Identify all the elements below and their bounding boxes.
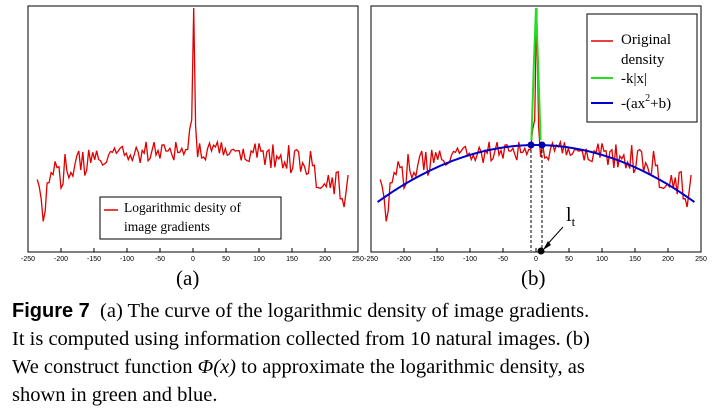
x-tick-label: -100: [463, 256, 477, 263]
caption-figure-label: Figure 7: [12, 300, 90, 322]
legend-label-original-1: Original: [621, 32, 671, 48]
panel-a-density-curve: [36, 7, 349, 222]
x-tick-label: 200: [662, 256, 674, 263]
x-tick-label: 100: [253, 256, 265, 263]
x-tick-label: 0: [534, 256, 538, 263]
x-tick-label: 50: [222, 256, 230, 263]
x-tick-label: 150: [629, 256, 641, 263]
panel-b-quadratic-curve: [377, 144, 695, 203]
x-tick-label: 200: [319, 256, 331, 263]
x-tick-label: -50: [155, 256, 165, 263]
legend-label-linear: -k|x|: [621, 71, 647, 87]
panel-a-legend-box: [99, 196, 282, 240]
caption-line-2: It is computed using information collect…: [12, 328, 590, 350]
x-tick-label: 0: [191, 256, 195, 263]
x-tick-label: -50: [498, 256, 508, 263]
x-tick-label: -250: [364, 256, 378, 263]
panel-a-label: (a): [176, 266, 200, 290]
x-tick-label: -150: [87, 256, 101, 263]
panel-b-linear-curve: [530, 7, 542, 141]
phi-function: Φ(x): [197, 356, 237, 378]
panel-b-lt-point: [537, 247, 545, 255]
panel-a-x-ticks: -250 -200 -150 -100 -50 0 50 100 150 200 250: [21, 248, 364, 263]
x-tick-label: 100: [596, 256, 608, 263]
panel-a-legend-line1: Logarithmic desity of: [124, 200, 241, 215]
panel-a-legend: Logarithmic desity of image gradients: [99, 196, 282, 240]
x-tick-label: -150: [430, 256, 444, 263]
panel-b-legend: Original density -k|x| -(ax2+b): [586, 13, 698, 123]
x-tick-label: 50: [565, 256, 573, 263]
legend-label-quadratic: -(ax2+b): [621, 93, 671, 112]
panel-b-x-ticks: -250 -200 -150 -100 -50 0 50 100 150 200 250: [364, 248, 707, 263]
caption-line-3: We construct function Φ(x) to approximat…: [12, 356, 585, 378]
panel-a-legend-line2: image gradients: [124, 219, 210, 234]
panel-b-lt-arrowhead: [543, 241, 551, 250]
caption-text-1: (a) The curve of the logarithmic density…: [100, 300, 590, 322]
panel-b-intersect-left: [527, 141, 535, 149]
x-tick-label: -200: [54, 256, 68, 263]
x-tick-label: -250: [21, 256, 35, 263]
x-tick-label: -200: [397, 256, 411, 263]
panel-b: lt -250 -200 -150 -100 -50 0 50 100 150 200 250 Or…: [364, 5, 707, 263]
panel-b-label: (b): [521, 266, 546, 290]
figure-caption: Figure 7 (a) The curve of the logarithmi…: [12, 297, 712, 409]
x-tick-label: 150: [286, 256, 298, 263]
caption-line-4: shown in green and blue.: [12, 384, 218, 406]
x-tick-label: -100: [120, 256, 134, 263]
panel-b-intersect-right: [538, 141, 546, 149]
x-tick-label: 250: [352, 256, 364, 263]
x-tick-label: 250: [695, 256, 707, 263]
caption-line-1: Figure 7 (a) The curve of the logarithmi…: [12, 297, 712, 325]
panel-b-density-curve: [379, 7, 692, 222]
panel-a: -250 -200 -150 -100 -50 0 50 100 150 200 250 Logar…: [21, 5, 364, 263]
panel-b-lt-label: lt: [566, 204, 576, 229]
legend-label-original-2: density: [621, 52, 665, 68]
